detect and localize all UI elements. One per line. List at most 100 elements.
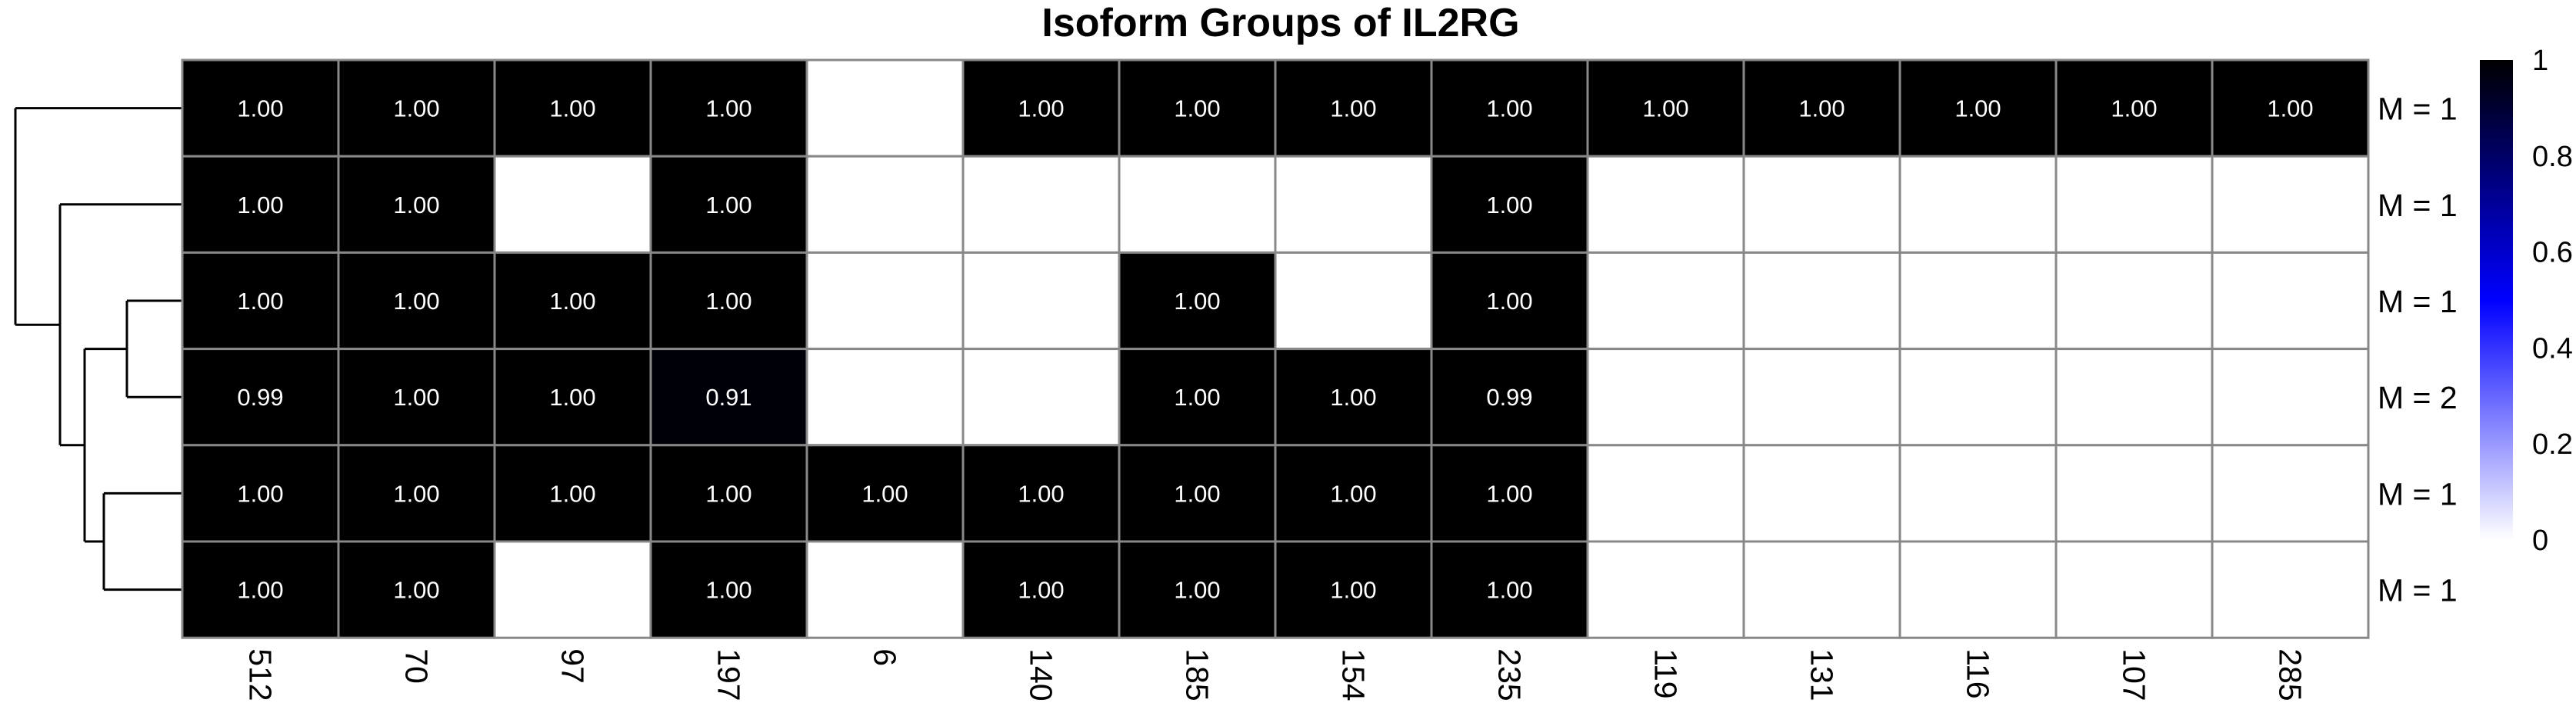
heatmap-cell <box>1898 155 2058 254</box>
column-label: 185 <box>1180 648 1215 701</box>
cell-value-label: 1.00 <box>705 480 751 507</box>
cell-value-label: 1.00 <box>1174 288 1220 315</box>
heatmap-cell <box>181 348 340 447</box>
heatmap-cell <box>1742 540 1901 639</box>
heatmap-cell <box>1742 155 1901 254</box>
heatmap-cell <box>337 444 496 543</box>
heatmap-cell <box>805 155 965 254</box>
heatmap-cell <box>805 444 965 543</box>
heatmap-cell <box>649 58 808 158</box>
cell-value-label: 1.00 <box>393 384 439 411</box>
legend-tick-label: 0 <box>2532 525 2548 557</box>
cell-value-label: 1.00 <box>1018 577 1064 604</box>
heatmap-cell <box>493 155 652 254</box>
heatmap-cell <box>649 540 808 639</box>
cell-value-label: 1.00 <box>1954 95 2001 122</box>
heatmap-cell <box>1742 348 1901 447</box>
cell-value-label: 1.00 <box>549 480 595 507</box>
heatmap-cell <box>1586 58 1745 158</box>
heatmap-cell <box>2211 348 2370 447</box>
heatmap-cell <box>1898 58 2058 158</box>
heatmap-cell <box>181 155 340 254</box>
heatmap-cell <box>2054 155 2214 254</box>
column-label: 235 <box>1492 648 1528 701</box>
heatmap-cell <box>1274 155 1433 254</box>
cell-value-label: 1.00 <box>705 288 751 315</box>
heatmap-cell <box>1586 444 1745 543</box>
cell-value-label: 1.00 <box>393 192 439 218</box>
heatmap-cell <box>2211 251 2370 351</box>
heatmap-cell <box>181 251 340 351</box>
cell-value-label: 0.99 <box>237 384 283 411</box>
heatmap-cell <box>1586 251 1745 351</box>
cell-value-label: 1.00 <box>393 577 439 604</box>
cell-value-label: 1.00 <box>1642 95 1688 122</box>
cell-value-label: 1.00 <box>393 95 439 122</box>
row-labels: M = 1 M = 1 M = 1 M = 2 M = 1 M = 1 <box>2378 92 2458 608</box>
cell-value-label: 1.00 <box>549 288 595 315</box>
cell-value-label: 1.00 <box>1018 480 1064 507</box>
heatmap-cell <box>2054 58 2214 158</box>
heatmap-cell <box>337 251 496 351</box>
row-label: M = 1 <box>2378 573 2458 608</box>
cell-value-label: 1.00 <box>1330 480 1376 507</box>
heatmap-cell <box>1430 58 1589 158</box>
cell-value-label: 1.00 <box>705 95 751 122</box>
column-label: 512 <box>243 648 278 701</box>
cell-value-label: 1.00 <box>549 95 595 122</box>
heatmap-cell <box>1586 348 1745 447</box>
heatmap-cell <box>1898 444 2058 543</box>
cell-value-label: 1.00 <box>2267 95 2313 122</box>
column-label: 6 <box>868 648 903 666</box>
row-label: M = 1 <box>2378 284 2458 319</box>
heatmap-cell <box>961 251 1121 351</box>
heatmap-cell <box>805 58 965 158</box>
heatmap-cell <box>1430 444 1589 543</box>
cell-value-label: 0.91 <box>705 384 751 411</box>
heatmap-cell <box>2054 348 2214 447</box>
legend-tick-label: 0.8 <box>2532 141 2573 173</box>
heatmap-cell <box>1118 155 1277 254</box>
cell-value-label: 1.00 <box>393 288 439 315</box>
heatmap-cell <box>1586 540 1745 639</box>
heatmap-cell <box>1898 540 2058 639</box>
cell-value-label: 1.00 <box>1174 480 1220 507</box>
legend-tick-label: 0.4 <box>2532 332 2573 365</box>
heatmap-cell <box>493 58 652 158</box>
column-label: 116 <box>1961 648 1996 698</box>
cell-value-label: 1.00 <box>237 288 283 315</box>
heatmap-cell <box>2211 58 2370 158</box>
heatmap-cell <box>961 348 1121 447</box>
heatmap-cell <box>337 155 496 254</box>
row-label: M = 1 <box>2378 476 2458 511</box>
heatmap-cell <box>1274 540 1433 639</box>
chart-title: Isoform Groups of IL2RG <box>1041 1 1519 45</box>
heatmap-cell <box>2211 540 2370 639</box>
heatmap-cell <box>2054 444 2214 543</box>
column-label: 140 <box>1024 648 1059 701</box>
cell-value-label: 0.99 <box>1486 384 1532 411</box>
cell-value-label: 1.00 <box>1174 384 1220 411</box>
heatmap-cell <box>493 444 652 543</box>
heatmap-cell <box>1742 444 1901 543</box>
row-dendrogram <box>14 107 182 591</box>
cell-value-label: 1.00 <box>1486 95 1532 122</box>
heatmap-cell <box>649 251 808 351</box>
cell-value-label: 1.00 <box>1486 288 1532 315</box>
column-label: 131 <box>1805 648 1840 701</box>
heatmap-cell <box>1742 251 1901 351</box>
cell-value-label: 1.00 <box>1798 95 1845 122</box>
legend-tick-label: 1 <box>2532 45 2548 77</box>
cell-value-label: 1.00 <box>705 192 751 218</box>
cell-value-label: 1.00 <box>1486 192 1532 218</box>
heatmap-cell <box>1898 251 2058 351</box>
heatmap-cell <box>1898 348 2058 447</box>
heatmap-cell <box>805 348 965 447</box>
heatmap-cell <box>2054 251 2214 351</box>
heatmap-cell <box>649 348 808 447</box>
heatmap-cell <box>1430 155 1589 254</box>
heatmap-cell <box>2211 444 2370 543</box>
cell-value-labels: 1.00 1.00 1.00 1.00 1.00 1.00 1.00 1.00 1.00 1.00… <box>237 95 2313 604</box>
cell-value-label: 1.00 <box>1486 577 1532 604</box>
heatmap-cell <box>961 155 1121 254</box>
